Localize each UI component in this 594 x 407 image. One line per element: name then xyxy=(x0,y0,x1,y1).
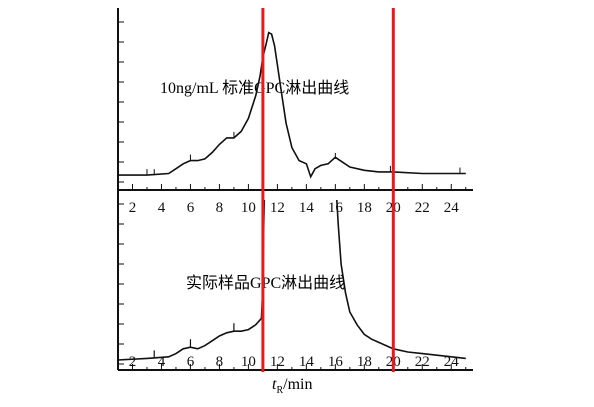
bottom-x-tick-label: 18 xyxy=(357,354,372,370)
mid-x-tick-label: 2 xyxy=(129,200,137,216)
mid-x-tick-label: 18 xyxy=(357,200,372,216)
top-y-ticks xyxy=(118,21,461,183)
mid-x-tick-label: 16 xyxy=(328,200,344,216)
retention-window-markers xyxy=(261,8,395,372)
mid-x-tick-label: 8 xyxy=(216,200,224,216)
mid-x-tick-label: 10 xyxy=(241,200,256,216)
bottom-x-tick-labels: 24681012141618202224 xyxy=(129,354,460,370)
top-x-ticks xyxy=(131,184,467,190)
bottom-x-tick-label: 8 xyxy=(216,354,224,370)
bottom-x-tick-label: 10 xyxy=(241,354,256,370)
bottom-x-tick-label: 2 xyxy=(129,354,137,370)
top-curve-title: 10ng/mL 标准GPC淋出曲线 xyxy=(160,79,349,97)
top-elution-curve xyxy=(118,31,466,179)
bottom-curve-title: 实际样品GPC淋出曲线 xyxy=(186,274,345,292)
top-panel: 10ng/mL 标准GPC淋出曲线 xyxy=(117,8,473,191)
bottom-elution-curve-right xyxy=(336,199,466,360)
mid-x-tick-label: 6 xyxy=(187,200,195,216)
bottom-x-tick-label: 6 xyxy=(187,354,195,370)
x-axis-label: tR/min xyxy=(272,376,312,396)
bottom-x-tick-label: 22 xyxy=(415,354,430,370)
mid-x-tick-label: 12 xyxy=(270,200,285,216)
mid-x-tick-label: 22 xyxy=(415,200,430,216)
bottom-x-tick-label: 16 xyxy=(328,354,344,370)
bottom-x-tick-label: 4 xyxy=(158,354,166,370)
mid-x-tick-label: 14 xyxy=(299,200,315,216)
bottom-panel: 24681012141618202224 2468101214161820222… xyxy=(117,190,473,371)
bottom-y-ticks xyxy=(118,203,235,365)
mid-x-tick-label: 4 xyxy=(158,200,166,216)
mid-x-tick-label: 24 xyxy=(444,200,460,216)
bottom-x-tick-label: 14 xyxy=(299,354,315,370)
bottom-x-tick-label: 12 xyxy=(270,354,285,370)
mid-x-tick-labels: 24681012141618202224 xyxy=(129,200,460,216)
